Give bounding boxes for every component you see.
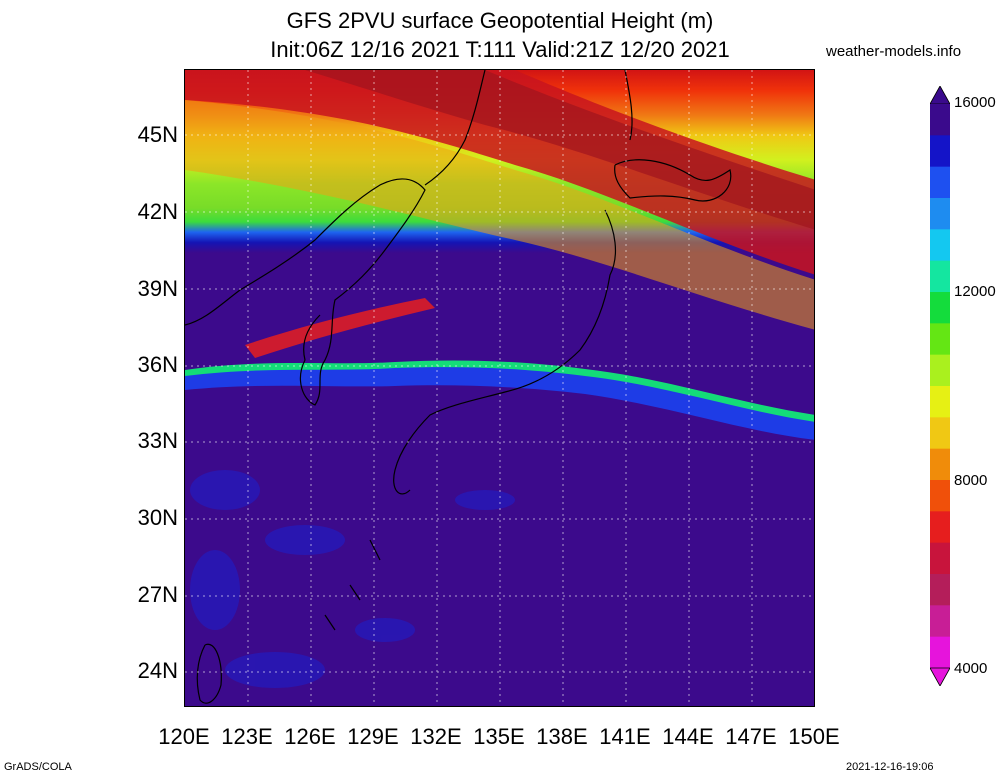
colorbar-segment xyxy=(930,448,950,481)
colorbar-label-16000: 16000 xyxy=(954,94,996,111)
colorbar-segment xyxy=(930,417,950,450)
colorbar-segment xyxy=(930,354,950,387)
colorbar-segment xyxy=(930,292,950,324)
lon-label-123e: 123E xyxy=(221,724,273,749)
colorbar-segment xyxy=(930,542,950,575)
colorbar-segment xyxy=(930,480,950,512)
lon-label-138e: 138E xyxy=(536,724,588,749)
colorbar-segment xyxy=(930,104,950,136)
colorbar-segment xyxy=(930,166,950,199)
colorbar xyxy=(930,86,950,686)
lon-label-126e: 126E xyxy=(284,724,336,749)
lat-label-36n: 36N xyxy=(137,352,178,377)
map-title: GFS 2PVU surface Geopotential Height (m) xyxy=(286,8,714,33)
colorbar-segment xyxy=(930,636,950,669)
site-label: weather-models.info xyxy=(826,43,962,60)
lon-label-141e: 141E xyxy=(599,724,651,749)
lon-label-129e: 129E xyxy=(347,724,399,749)
colorbar-segment xyxy=(930,135,950,168)
lat-label-30n: 30N xyxy=(137,505,178,530)
lon-label-132e: 132E xyxy=(410,724,462,749)
colorbar-segment xyxy=(930,260,950,293)
lat-label-42n: 42N xyxy=(137,199,178,224)
colorbar-label-4000: 4000 xyxy=(954,660,988,677)
lon-label-135e: 135E xyxy=(473,724,525,749)
footer-grads: GrADS/COLA xyxy=(4,761,72,773)
colorbar-segment xyxy=(930,198,950,230)
lon-label-120e: 120E xyxy=(158,724,210,749)
lat-label-27n: 27N xyxy=(137,582,178,607)
colorbar-segment xyxy=(930,386,950,418)
coastline-outline xyxy=(185,70,732,704)
colorbar-segment xyxy=(930,323,950,356)
map-plot-area xyxy=(184,69,815,707)
lon-label-150e: 150E xyxy=(788,724,840,749)
lat-label-45n: 45N xyxy=(137,122,178,147)
lon-label-147e: 147E xyxy=(725,724,777,749)
map-subtitle: Init:06Z 12/16 2021 T:111 Valid:21Z 12/2… xyxy=(270,37,730,62)
colorbar-label-8000: 8000 xyxy=(954,472,988,489)
footer-timestamp: 2021-12-16-19:06 xyxy=(846,761,934,773)
lat-label-39n: 39N xyxy=(137,276,178,301)
geopotential-field xyxy=(185,70,814,706)
lon-label-144e: 144E xyxy=(662,724,714,749)
colorbar-label-12000: 12000 xyxy=(954,283,996,300)
colorbar-segment xyxy=(930,574,950,606)
lat-label-33n: 33N xyxy=(137,428,178,453)
colorbar-segment xyxy=(930,605,950,638)
lat-label-24n: 24N xyxy=(137,658,178,683)
colorbar-segment xyxy=(930,511,950,544)
colorbar-segment xyxy=(930,229,950,262)
